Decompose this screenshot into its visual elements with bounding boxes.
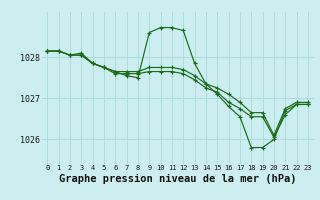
X-axis label: Graphe pression niveau de la mer (hPa): Graphe pression niveau de la mer (hPa)	[59, 174, 296, 184]
